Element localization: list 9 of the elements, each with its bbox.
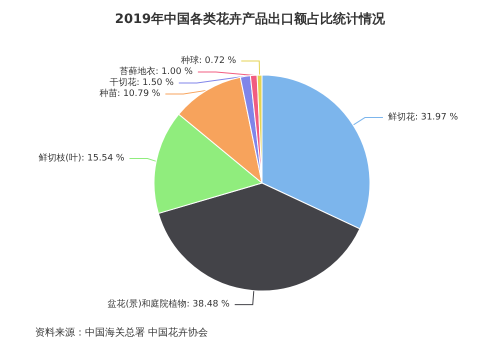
text: 资料来源：中国海关总署 中国花卉协会 (35, 326, 208, 338)
slice-label: 种苗: 10.79 % (99, 88, 161, 100)
slice-label: 鲜切花: 31.97 % (388, 112, 458, 123)
slice-label: 种球: 0.72 % (180, 55, 237, 66)
slice-label: 干切花: 1.50 % (109, 77, 174, 88)
slice-label: 盆花(景)和庭院植物: 38.48 % (108, 298, 230, 310)
chart-title: 2019年中国各类花卉产品出口额占比统计情况 (114, 11, 386, 27)
slice-label: 鲜切枝(叶): 15.54 % (38, 152, 125, 164)
slice-label: 苔藓地衣: 1.00 % (120, 66, 194, 78)
